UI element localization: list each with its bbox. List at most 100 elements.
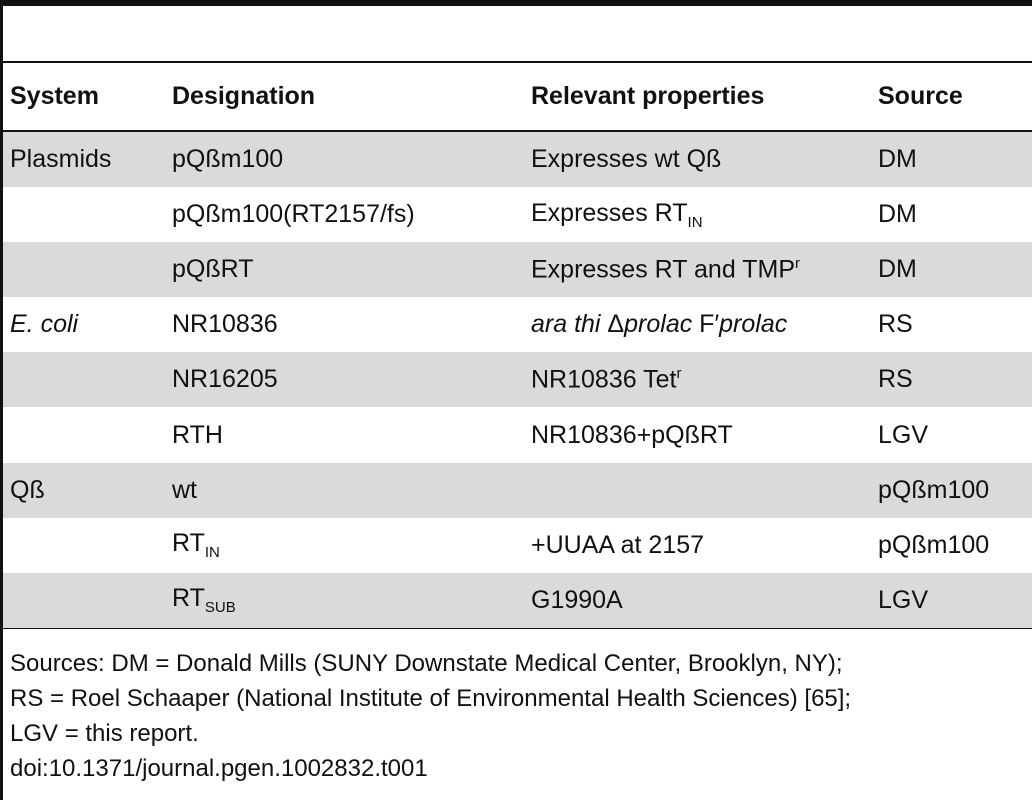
header-row: System Designation Relevant properties Sour…	[3, 63, 1032, 130]
table-cell: NR16205	[172, 352, 278, 407]
table-cell: NR10836	[172, 297, 278, 352]
subscript-run: IN	[204, 544, 220, 562]
text-run: pQßm100(RT2157/fs)	[172, 200, 415, 229]
text-run: RS	[878, 365, 913, 394]
text-run: RT	[172, 529, 205, 558]
table-cell: DM	[878, 187, 917, 242]
cell-text: NR10836	[172, 310, 278, 339]
cell-text: Plasmids	[10, 145, 111, 174]
table-cell: DM	[878, 242, 917, 297]
table-cell: +UUAA at 2157	[531, 518, 704, 573]
table-cell: Expresses RT and TMPr	[531, 242, 800, 297]
table-row: pQßRT Expresses RT and TMPr DM	[3, 242, 1032, 298]
doi: doi:10.1371/journal.pgen.1002832.t001	[10, 755, 428, 782]
cell-text: NR16205	[172, 365, 278, 394]
text-run: G1990A	[531, 585, 623, 614]
text-run: RTH	[172, 420, 223, 449]
top-rule	[0, 0, 1032, 6]
cell-text: DM	[878, 145, 917, 174]
table-cell: Expresses wt Qß	[531, 132, 721, 187]
table-row: RTIN +UUAA at 2157 pQßm100	[3, 518, 1032, 573]
text-run: NR16205	[172, 365, 278, 394]
cell-text: DM	[878, 200, 917, 229]
cell-text: RS	[878, 365, 913, 394]
subscript-run: IN	[687, 213, 703, 231]
table-cell: G1990A	[531, 573, 623, 628]
text-run: LGV	[878, 585, 929, 614]
table-cell: Plasmids	[10, 132, 111, 187]
text-run: DM	[878, 145, 917, 174]
cell-text: Expresses RTIN	[531, 199, 703, 231]
table-cell: pQßm100	[878, 463, 989, 518]
table-row: NR16205 NR10836 Tetr RS	[3, 352, 1032, 408]
cell-text: pQßm100	[878, 531, 989, 560]
text-run: Qß	[10, 475, 45, 504]
cell-text: RTIN	[172, 529, 220, 561]
header-bottom-rule	[0, 130, 1032, 132]
header-cell: System	[10, 82, 99, 110]
text-run: NR10836+pQßRT	[531, 420, 733, 449]
table-cell: RTSUB	[172, 573, 236, 628]
cell-text: pQßRT	[172, 255, 254, 284]
text-run: NR10836	[172, 310, 278, 339]
cell-text: pQßm100	[878, 476, 989, 505]
table-row: pQßm100(RT2157/fs) Expresses RTIN DM	[3, 187, 1032, 242]
italic-run: E. coli	[10, 310, 79, 339]
table-cell: Expresses RTIN	[531, 187, 703, 242]
table-row: E. coli NR10836 ara thi Δprolac F′prolac RS	[3, 297, 1032, 352]
text-run: DM	[878, 255, 917, 284]
text-run: pQßm100	[878, 475, 990, 504]
text-run: Plasmids	[10, 145, 112, 174]
table-row: Plasmids pQßm100 Expresses wt Qß DM	[3, 132, 1032, 188]
italic-run: ara thi	[531, 310, 601, 339]
text-run: pQßm100	[172, 145, 284, 174]
cell-text: RS	[878, 310, 913, 339]
table-cell: DM	[878, 132, 917, 187]
text-run: +UUAA at 2157	[531, 530, 705, 559]
cell-text: pQßm100	[172, 145, 283, 174]
footnote-line: Sources: DM = Donald Mills (SUNY Downsta…	[10, 650, 843, 677]
cell-text: NR10836 Tetr	[531, 365, 681, 394]
footnote-line: LGV = this report.	[10, 720, 199, 747]
text-run: Expresses wt Qß	[531, 145, 722, 174]
table-cell: NR10836 Tetr	[531, 352, 681, 407]
cell-text: RTH	[172, 421, 223, 450]
cell-text: NR10836+pQßRT	[531, 421, 733, 450]
italic-run: prolac	[719, 310, 788, 339]
italic-run: prolac	[624, 310, 693, 339]
text-run: RS	[878, 310, 913, 339]
table-bottom-rule	[0, 627, 1032, 629]
header-cell: Source	[878, 82, 963, 110]
text-run: Expresses RT	[531, 198, 688, 227]
supscript-run: r	[795, 255, 801, 273]
header-cell: Designation	[172, 82, 316, 110]
header-cell: Relevant properties	[531, 82, 765, 110]
cell-text: LGV	[878, 421, 928, 450]
table-cell: ara thi Δprolac F′prolac	[531, 297, 787, 352]
table-cell: pQßm100(RT2157/fs)	[172, 187, 415, 242]
table-cell: wt	[172, 463, 197, 518]
footnote-line: RS = Roel Schaaper (National Institute o…	[10, 685, 852, 712]
text-run: NR10836 Tet	[531, 365, 677, 394]
cell-text: Expresses RT and TMPr	[531, 255, 800, 284]
text-run: pQßRT	[172, 255, 254, 284]
table-cell: pQßRT	[172, 242, 254, 297]
cell-text: Qß	[10, 476, 45, 505]
cell-text: RTSUB	[172, 584, 236, 616]
text-run: F′	[692, 310, 720, 339]
text-run: Δ	[600, 310, 625, 339]
table-cell: NR10836+pQßRT	[531, 408, 733, 463]
header-top-rule	[0, 61, 1032, 63]
text-run: RT	[172, 584, 205, 613]
cell-text: wt	[172, 476, 197, 505]
table-cell: pQßm100	[172, 132, 283, 187]
table-cell: RTH	[172, 408, 223, 463]
subscript-run: SUB	[204, 599, 236, 617]
text-run: LGV	[878, 420, 929, 449]
table-row: Qß wt pQßm100	[3, 462, 1032, 518]
table-row: RTH NR10836+pQßRT LGV	[3, 408, 1032, 463]
cell-text: +UUAA at 2157	[531, 531, 704, 560]
cell-text: E. coli	[10, 310, 78, 339]
cell-text: pQßm100(RT2157/fs)	[172, 200, 415, 229]
